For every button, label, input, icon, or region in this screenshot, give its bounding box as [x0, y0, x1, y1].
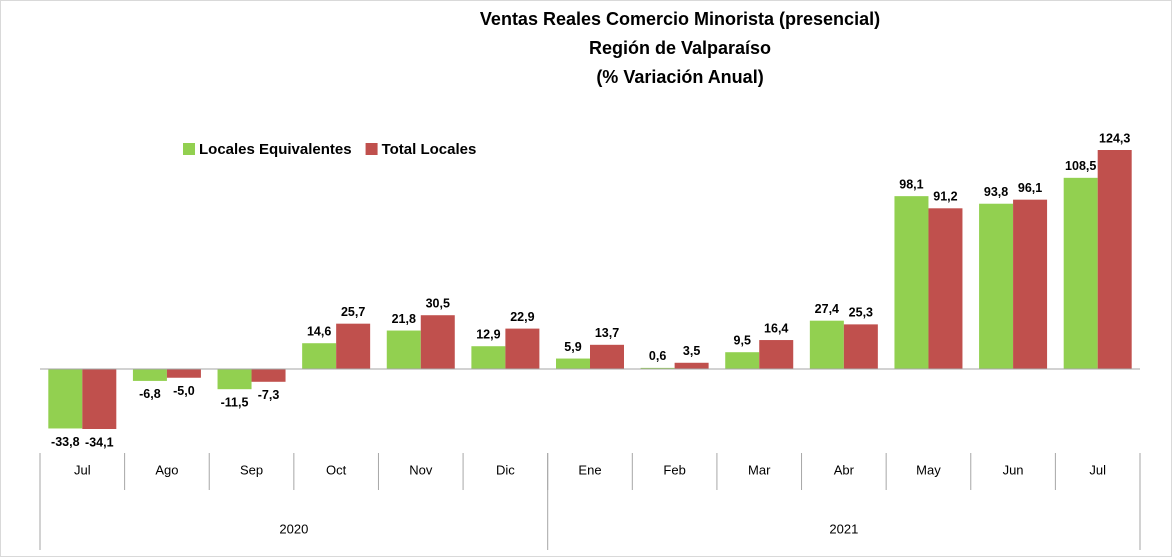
value-label: 3,5: [683, 344, 700, 358]
value-label: 124,3: [1099, 131, 1130, 145]
bar: [928, 208, 963, 369]
bar: [725, 352, 760, 369]
value-label: 0,6: [649, 349, 666, 363]
x-tick-label: Nov: [409, 462, 433, 477]
x-tick-label: Dic: [496, 462, 515, 477]
value-label: 12,9: [476, 328, 500, 342]
x-tick-label: Ago: [155, 462, 178, 477]
bar: [336, 323, 371, 369]
chart-title: (% Variación Anual): [596, 67, 763, 87]
legend-label: Locales Equivalentes: [199, 141, 352, 158]
legend-label: Total Locales: [382, 141, 477, 158]
value-label: 93,8: [984, 185, 1008, 199]
bar: [979, 203, 1014, 369]
group-label: 2020: [279, 521, 308, 536]
bar: [48, 368, 83, 429]
group-label: 2021: [829, 521, 858, 536]
x-tick-label: Mar: [748, 462, 771, 477]
value-label: 9,5: [734, 334, 751, 348]
value-label: -5,0: [173, 384, 195, 398]
bar: [82, 368, 117, 429]
x-tick-label: Ene: [578, 462, 601, 477]
legend-swatch: [183, 143, 195, 155]
value-label: 13,7: [595, 326, 619, 340]
legend-swatch: [365, 143, 378, 155]
x-tick-label: Abr: [834, 462, 855, 477]
bar: [505, 328, 540, 369]
bar: [132, 368, 167, 381]
bar: [217, 368, 252, 390]
value-label: -11,5: [221, 395, 249, 409]
value-label: 25,7: [341, 305, 365, 319]
bar: [640, 367, 675, 369]
x-tick-label: Oct: [326, 462, 347, 477]
value-label: 14,6: [307, 325, 331, 339]
bar: [420, 315, 455, 369]
bar: [759, 340, 794, 369]
bar: [302, 343, 337, 369]
chart-title: Ventas Reales Comercio Minorista (presen…: [480, 9, 880, 29]
value-label: 16,4: [764, 321, 788, 335]
bar: [251, 368, 286, 382]
bar: [590, 344, 624, 369]
value-label: -6,8: [139, 387, 161, 401]
value-label: 27,4: [815, 302, 839, 316]
bar: [674, 362, 709, 369]
bar: [386, 330, 421, 369]
x-tick-label: Sep: [240, 462, 263, 477]
x-tick-label: Feb: [663, 462, 685, 477]
bar: [843, 324, 878, 369]
x-tick-label: Jul: [1089, 462, 1106, 477]
value-label: 108,5: [1065, 159, 1096, 173]
bar: [166, 368, 201, 378]
value-label: -7,3: [258, 388, 280, 402]
value-label: 91,2: [933, 190, 957, 204]
value-label: -34,1: [85, 435, 114, 449]
bar: [894, 196, 929, 369]
x-tick-label: May: [916, 462, 941, 477]
value-label: -33,8: [51, 435, 80, 449]
chart-title: Región de Valparaíso: [589, 38, 771, 58]
bar: [1063, 177, 1098, 369]
value-label: 25,3: [849, 306, 873, 320]
value-label: 22,9: [510, 310, 534, 324]
bar: [556, 358, 590, 369]
value-label: 21,8: [392, 312, 416, 326]
value-label: 98,1: [899, 177, 923, 191]
value-label: 5,9: [564, 340, 581, 354]
x-tick-label: Jun: [1003, 462, 1024, 477]
value-label: 96,1: [1018, 181, 1042, 195]
x-tick-label: Jul: [74, 462, 91, 477]
bar: [1013, 199, 1048, 369]
bar: [471, 346, 506, 369]
value-label: 30,5: [426, 297, 450, 311]
bar: [809, 320, 844, 369]
bar: [1097, 150, 1132, 369]
